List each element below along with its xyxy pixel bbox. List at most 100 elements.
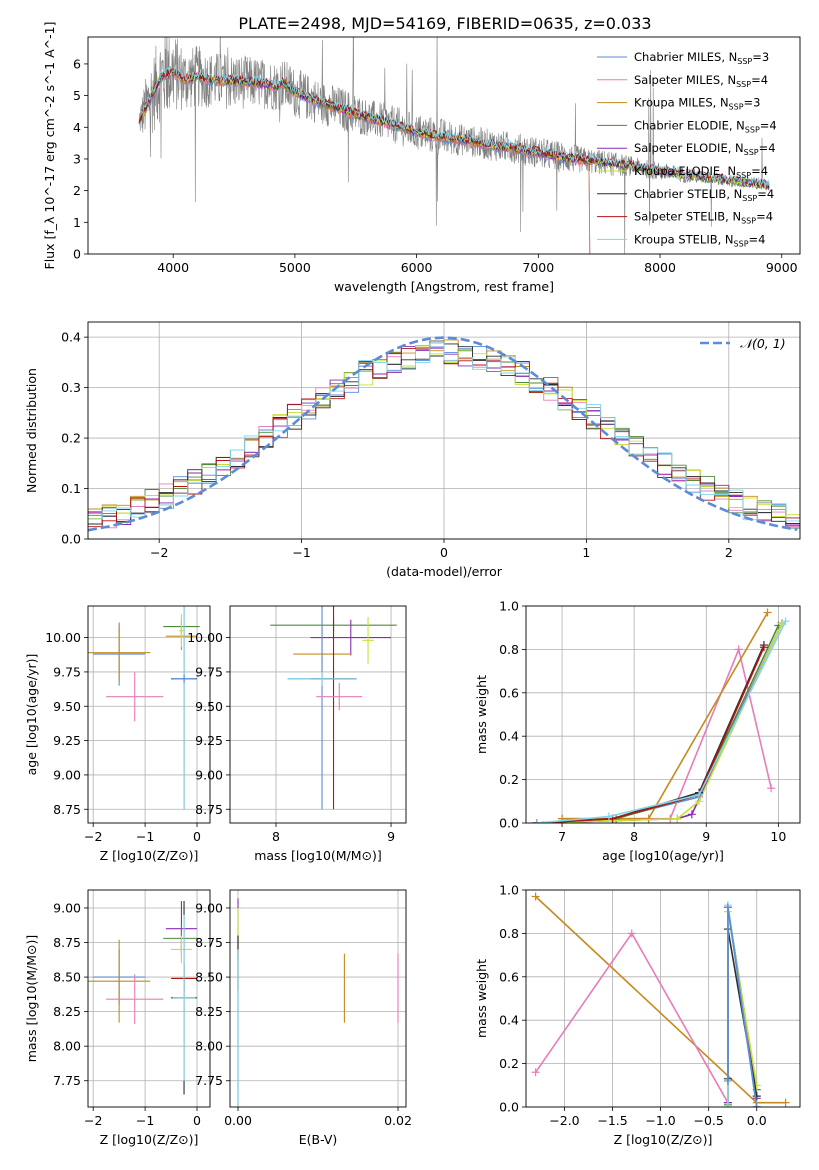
- y-tick-label: 0.4: [499, 1013, 519, 1028]
- mass-weight-line: [727, 907, 758, 1107]
- x-axis-label: mass [log10(M/M⊙)]: [254, 848, 382, 863]
- mass-weight-marker: [734, 645, 743, 654]
- y-tick-label: 0.6: [499, 685, 519, 700]
- legend-subscript: SSP: [745, 125, 760, 134]
- y-axis-label: mass [log10(M/M⊙)]: [24, 935, 39, 1063]
- axes-age_vs_mass: 8 9 8.75 9.00 9.25 9.50 9.75 10.00 mass [log10(M…: [187, 605, 407, 863]
- mass-weight-marker: [627, 929, 636, 938]
- plot-area-residuals: [88, 336, 800, 532]
- x-tick-label: 4000: [157, 260, 189, 275]
- legend-value: =4: [760, 118, 777, 132]
- plot-area-spectrum: [138, 37, 770, 254]
- y-tick-label: 0.4: [499, 729, 519, 744]
- legend-value: =3: [744, 96, 761, 110]
- legend-value: =4: [751, 164, 768, 178]
- legend-label: Kroupa STELIB, NSSP=4: [634, 232, 765, 248]
- plot-area-mass_vs_Z: [88, 901, 200, 1095]
- x-tick-label: −2: [84, 1113, 102, 1128]
- y-tick-label: 2: [73, 183, 81, 198]
- y-tick-label: 7.75: [53, 1073, 81, 1088]
- mass-weight-line: [536, 623, 783, 823]
- y-tick-label: 10.00: [45, 630, 81, 645]
- x-tick-label: 0.00: [224, 1113, 252, 1128]
- y-tick-label: 1.0: [499, 883, 519, 898]
- y-tick-label: 0.1: [61, 481, 81, 496]
- x-axis-label: Z [log10(Z/Z⊙)]: [100, 1132, 199, 1147]
- x-tick-label: −2: [84, 829, 102, 844]
- x-axis-label: E(B-V): [299, 1132, 338, 1147]
- x-tick-label: 8: [630, 829, 638, 844]
- x-tick-label: 9000: [766, 260, 798, 275]
- axes-spectrum: 4000 5000 6000 7000 8000 9000 0 1 2 3 4 5 6 wavelengt…: [42, 22, 801, 294]
- mass-weight-marker: [767, 784, 776, 793]
- axes-age_vs_Z: −2 −1 0 8.75 9.00 9.25 9.50 9.75 10.00 Z [log10(Z…: [24, 605, 211, 863]
- legend-label: Kroupa MILES, NSSP=3: [634, 96, 760, 112]
- legend-subscript: SSP: [737, 57, 752, 66]
- mass-weight-marker: [723, 1076, 732, 1085]
- x-tick-label: 2: [725, 545, 733, 560]
- x-tick-label: 8000: [644, 260, 676, 275]
- mass-weight-marker: [781, 617, 790, 626]
- legend-subscript: SSP: [729, 103, 744, 112]
- y-tick-label: 5: [73, 88, 81, 103]
- axes-mass_vs_Z: −2 −1 0 7.75 8.00 8.25 8.50 8.75 9.00 Z [log10(Z/…: [24, 889, 211, 1147]
- plot-area-mass_vs_ebv: [237, 898, 399, 1107]
- axes-frame: [87, 889, 211, 1108]
- legend-value: =4: [756, 210, 773, 224]
- mass-weight-line: [536, 623, 783, 823]
- x-tick-label: −2.0: [549, 1113, 579, 1128]
- y-tick-label: 3: [73, 151, 81, 166]
- y-tick-label: 0.0: [499, 1100, 519, 1115]
- legend: Chabrier MILES, NSSP=3 Salpeter MILES, NS…: [597, 50, 777, 248]
- axes-frame: [229, 889, 407, 1108]
- axes-massweight_vs_Z: −2.0 −1.5 −1.0 −0.5 0.0 0.0 0.2 0.4 0.6 0.8 1.0 Z […: [474, 883, 801, 1147]
- y-tick-label: 0.2: [499, 772, 519, 787]
- legend-subscript: SSP: [742, 194, 757, 203]
- x-tick-label: 6000: [401, 260, 433, 275]
- y-tick-label: 8.00: [53, 1039, 81, 1054]
- y-tick-label: 0.0: [499, 816, 519, 831]
- figure-title: PLATE=2498, MJD=54169, FIBERID=0635, z=0…: [238, 14, 651, 33]
- mass-weight-marker: [723, 1103, 732, 1107]
- y-tick-label: 1.0: [499, 599, 519, 614]
- legend-subscript: SSP: [736, 171, 751, 180]
- x-tick-label: −1: [136, 1113, 154, 1128]
- y-tick-label: 7.75: [195, 1073, 223, 1088]
- y-tick-label: 8.50: [195, 970, 223, 985]
- mass-weight-marker: [644, 814, 653, 823]
- y-tick-label: 8.75: [53, 802, 81, 817]
- x-axis-label: Z [log10(Z/Z⊙)]: [100, 848, 199, 863]
- x-tick-label: 9: [702, 829, 710, 844]
- x-tick-label: 0: [193, 829, 201, 844]
- mass-weight-marker: [723, 903, 732, 912]
- y-axis-label: Normed distribution: [24, 368, 39, 493]
- x-tick-label: 5000: [279, 260, 311, 275]
- y-tick-label: 9.25: [53, 733, 81, 748]
- x-tick-label: 9: [387, 829, 395, 844]
- mass-weight-line: [536, 620, 787, 823]
- legend-value: =3: [752, 50, 769, 64]
- y-tick-label: 9.00: [195, 900, 223, 915]
- y-tick-label: 8.75: [195, 802, 223, 817]
- mass-weight-marker: [604, 812, 613, 821]
- mass-weight-marker: [763, 608, 772, 617]
- x-tick-label: 7: [558, 829, 566, 844]
- y-tick-label: 9.50: [53, 699, 81, 714]
- x-axis-label: wavelength [Angstrom, rest frame]: [334, 279, 554, 294]
- gaussian-line: [88, 336, 798, 532]
- legend-label: 𝒩(0, 1): [740, 336, 786, 351]
- x-tick-label: −2: [150, 545, 168, 560]
- plot-area-massweight_vs_age: [532, 608, 790, 823]
- x-tick-label: 10: [770, 829, 786, 844]
- y-tick-label: 6: [73, 56, 81, 71]
- y-tick-label: 9.25: [195, 733, 223, 748]
- y-tick-label: 8.50: [53, 970, 81, 985]
- mass-weight-marker: [532, 819, 541, 823]
- y-tick-label: 8.25: [53, 1004, 81, 1019]
- legend-subscript: SSP: [741, 217, 756, 226]
- mass-weight-marker: [531, 1068, 540, 1077]
- legend-subscript: SSP: [744, 148, 759, 157]
- legend-value: =4: [757, 187, 774, 201]
- x-tick-label: −0.5: [693, 1113, 723, 1128]
- axes-frame: [525, 889, 801, 1108]
